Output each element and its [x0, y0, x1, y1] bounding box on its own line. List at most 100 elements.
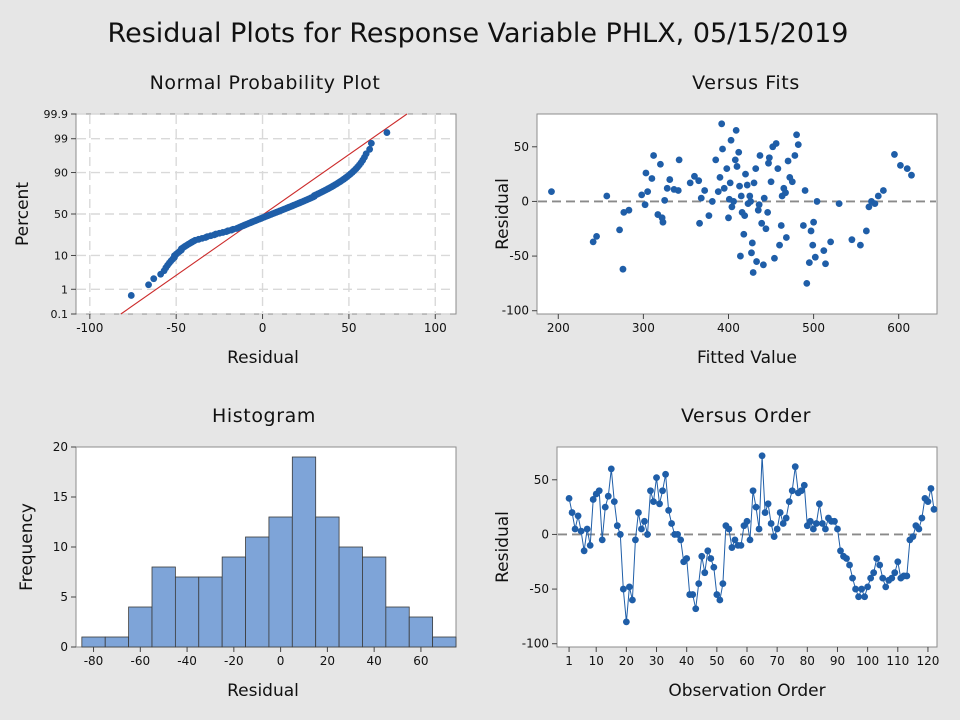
- histogram-bar: [128, 606, 153, 648]
- histogram-x-axis-label: Residual: [227, 681, 299, 701]
- histogram-bar: [104, 636, 130, 648]
- order-point: [580, 547, 588, 555]
- fits-point: [616, 226, 623, 234]
- fits-point: [811, 253, 819, 261]
- fits-point: [762, 225, 770, 233]
- order-point: [674, 531, 682, 538]
- fits-point: [782, 234, 790, 241]
- fits-point: [748, 239, 756, 247]
- order-x-tick-label: 80: [800, 654, 815, 668]
- fits-point: [810, 218, 817, 226]
- fits-point: [695, 177, 703, 185]
- order-point: [653, 474, 660, 482]
- order-point: [864, 583, 872, 591]
- probability-y-tick-label: 1: [61, 283, 68, 296]
- fits-point: [857, 241, 864, 249]
- fits-point: [641, 201, 649, 209]
- fits-point: [674, 187, 682, 194]
- fits-point: [733, 163, 741, 170]
- order-y-tick-label: -100: [522, 637, 549, 651]
- fits-point: [743, 181, 751, 189]
- histogram-title: Histogram: [212, 405, 316, 427]
- fits-point: [666, 176, 674, 183]
- fits-point: [771, 254, 778, 262]
- fits-point: [827, 238, 835, 246]
- order-point: [852, 585, 859, 593]
- order-y-tick-label: 0: [541, 527, 549, 541]
- order-point: [815, 500, 823, 508]
- histogram-x-tick-label: -80: [84, 654, 104, 668]
- order-x-tick-label: 110: [886, 654, 909, 668]
- order-point: [822, 525, 829, 533]
- fits-point: [822, 260, 829, 268]
- fits-y-tick-label: -50: [509, 249, 529, 263]
- fits-title: Versus Fits: [692, 72, 800, 94]
- fits-point: [777, 222, 785, 229]
- probability-y-tick-label: 10: [54, 249, 68, 262]
- fits-point: [686, 179, 694, 187]
- probability-y-tick-label: 50: [54, 208, 68, 221]
- order-point: [659, 487, 666, 495]
- order-point: [894, 558, 902, 566]
- order-point: [758, 452, 766, 460]
- fits-point: [727, 136, 735, 144]
- probability-point: [367, 139, 375, 147]
- fits-point: [862, 227, 870, 235]
- fits-point: [865, 203, 873, 211]
- order-point: [924, 498, 932, 506]
- fits-point: [903, 165, 911, 173]
- order-point: [701, 569, 709, 577]
- fits-point: [650, 152, 657, 159]
- histogram-x-tick-label: -60: [131, 654, 151, 668]
- probability-x-tick-label: 50: [341, 321, 356, 335]
- fits-point: [750, 179, 758, 187]
- order-point: [716, 596, 724, 604]
- fits-point: [874, 192, 882, 200]
- fits-point: [741, 212, 749, 220]
- order-x-tick-label: 90: [830, 654, 845, 668]
- fits-point: [619, 265, 627, 273]
- order-point: [752, 503, 760, 511]
- fits-point: [747, 198, 755, 205]
- fits-point: [720, 184, 728, 192]
- probability-x-axis-label: Residual: [227, 348, 299, 368]
- fits-x-tick-label: 200: [547, 321, 570, 335]
- order-point: [644, 531, 651, 538]
- order-point: [698, 552, 706, 560]
- order-point: [870, 569, 878, 577]
- histogram-y-tick-label: 15: [53, 490, 68, 504]
- order-point: [586, 541, 594, 549]
- fits-point: [716, 173, 724, 181]
- order-point: [909, 533, 917, 541]
- order-point: [867, 574, 875, 582]
- fits-point: [548, 188, 555, 195]
- fits-point: [620, 208, 628, 216]
- fits-point: [691, 172, 698, 180]
- histogram-bar: [81, 636, 106, 648]
- histogram-x-tick-label: -20: [224, 654, 244, 668]
- order-title: Versus Order: [681, 405, 811, 427]
- order-x-tick-label: 60: [739, 654, 754, 668]
- histogram-bar: [268, 516, 293, 648]
- order-point: [746, 536, 754, 544]
- fits-point: [746, 192, 754, 200]
- order-point: [607, 465, 615, 473]
- fits-point: [638, 191, 646, 199]
- histogram-bar: [151, 566, 176, 648]
- fits-point: [908, 171, 915, 179]
- fits-point: [718, 120, 726, 128]
- order-point: [873, 555, 881, 562]
- order-point: [743, 517, 751, 525]
- versus-order-panel: Versus Order 1 10 20 30 40 50 60 70 80 90 100 110 12…: [493, 405, 939, 701]
- fits-point: [730, 198, 737, 205]
- histogram-panel: Histogram -80 -60 -40 -20 0 20 40 60 0 5 10 15 20 R…: [17, 405, 457, 701]
- order-point: [903, 572, 911, 580]
- probability-point: [127, 292, 135, 299]
- order-point: [761, 509, 769, 516]
- order-point: [764, 500, 772, 508]
- histogram-x-tick-label: -40: [177, 654, 197, 668]
- fits-point: [801, 187, 809, 194]
- fits-point: [835, 200, 843, 208]
- order-point: [713, 591, 721, 598]
- figure-title: Residual Plots for Response Variable PHL…: [108, 18, 849, 49]
